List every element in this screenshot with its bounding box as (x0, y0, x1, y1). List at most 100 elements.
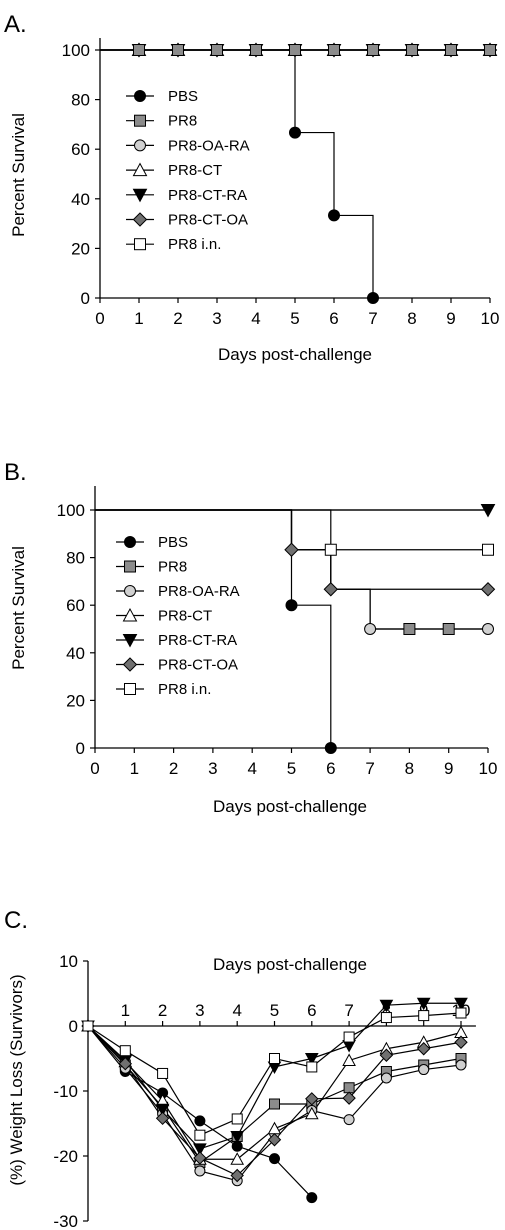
panel-b-legend-label-pr8-i-n: PR8 i.n. (158, 681, 211, 698)
panel-a-x-tick-label: 1 (134, 309, 143, 328)
panel-b-y-tick-label: 0 (76, 739, 85, 758)
panel-c-point-pr8-i-n (82, 1020, 94, 1032)
panel-c-point-pr8-ct-oa (379, 1048, 394, 1062)
panel-b-legend-label-pr8-oa-ra: PR8-OA-RA (158, 583, 240, 600)
panel-b-x-tick-label: 0 (90, 759, 99, 778)
panel-c-point-pr8-ct-ra (230, 1131, 245, 1144)
panel-c-point-pr8-ct-oa (230, 1168, 244, 1183)
panel-b-point-pr8-i-n (324, 543, 337, 556)
panel-b-point-pr8-i-n (482, 543, 494, 556)
panel-a-legend-marker-pbs (134, 90, 146, 102)
panel-b-legend-label-pbs: PBS (158, 534, 188, 551)
panel-c-point-pr8-oa-ra (455, 1059, 467, 1071)
panel-c-point-pr8-ct-oa (155, 1111, 170, 1126)
panel-c-x-tick-label: 6 (307, 1001, 316, 1020)
panel-a-legend-marker-pr8-i-n (134, 238, 146, 251)
panel-c-point-pr8-ct (230, 1152, 245, 1165)
panel-c-point-pr8-oa-ra (343, 1114, 355, 1126)
panel-a-letter: A. (4, 11, 27, 38)
panel-c-point-pr8-ct-oa (118, 1056, 133, 1071)
panel-b-legend-label-pr8-ct-ra: PR8-CT-RA (158, 632, 237, 649)
panel-b-x-tick-label: 6 (326, 759, 335, 778)
panel-a-point-pr8 (484, 44, 496, 56)
panel-b-x-tick-label: 7 (365, 759, 374, 778)
panel-c-y-tick-label: 0 (69, 1017, 78, 1036)
panel-a-point-pr8 (367, 44, 379, 56)
panel-a-x-tick-label: 8 (407, 309, 416, 328)
panel-c-point-pr8-oa-ra (194, 1165, 206, 1177)
panel-b-x-tick-label: 10 (479, 759, 498, 778)
panel-b-point-pr8 (442, 623, 455, 635)
panel-b-legend-marker-pr8-ct-oa (122, 657, 138, 672)
panel-b-legend-marker-pr8-i-n (124, 683, 136, 695)
panel-c-point-pr8-ct-oa (305, 1092, 319, 1106)
panel-c-point-pr8-i-n (269, 1053, 280, 1064)
panel-b-legend-label-pr8-ct: PR8-CT (158, 608, 212, 625)
panel-b-legend-label-pr8-ct-oa: PR8-CT-OA (158, 657, 238, 674)
panel-b-x-tick-label: 4 (247, 759, 256, 778)
panel-c-point-pr8-i-n (455, 1007, 467, 1019)
panel-c-point-pr8-oa-ra (380, 1072, 392, 1084)
panel-b-y-tick-label: 20 (66, 691, 85, 710)
panel-a-legend-marker-pr8 (134, 114, 146, 127)
panel-a-point-pbs (328, 209, 340, 222)
panel-c-point-pr8-ct (342, 1053, 356, 1066)
panel-a-ylabel: Percent Survival (9, 113, 28, 237)
panel-c-point-pr8-ct-oa (416, 1042, 431, 1056)
panel-c-point-pr8-ct-oa (342, 1091, 356, 1105)
panel-a-xlabel: Days post-challenge (218, 345, 372, 364)
panel-c-point-pr8-ct-ra (454, 997, 468, 1011)
panel-a-legend-marker-pr8-oa-ra (134, 139, 146, 152)
panel-b-y-tick-label: 100 (57, 501, 85, 520)
panel-b-x-tick-label: 1 (130, 759, 139, 778)
panel-a-x-tick-label: 0 (95, 309, 104, 328)
panel-c-point-pbs (194, 1115, 206, 1127)
panel-a-legend-marker-pr8-ct (132, 162, 148, 177)
panel-a-legend-marker-pr8-ct-oa (132, 212, 148, 227)
panel-b-plot: 0 1 2 3 4 5 6 7 8 9 10020406080100PBSPR8PR8-OA-RAP… (57, 486, 498, 778)
panel-b-point-pr8-ct-oa (480, 582, 496, 597)
panel-c-x-tick-label: 5 (270, 1001, 279, 1020)
panel-a-y-tick-label: 80 (71, 91, 90, 110)
panel-a-x-tick-label: 7 (368, 309, 377, 328)
panel-c-point-pr8-i-n (306, 1061, 318, 1073)
panel-c-point-pr8-ct-ra (304, 1053, 319, 1066)
panel-a-legend-marker-pr8-ct-ra (132, 188, 148, 203)
panel-b-y-tick-label: 60 (66, 596, 85, 615)
panel-b-point-pr8-ct-oa (323, 582, 339, 597)
panel-b-legend-marker-pr8-oa-ra (124, 585, 136, 597)
panel-a-y-tick-label: 60 (71, 140, 90, 159)
panel-c-y-tick-label: -20 (53, 1147, 78, 1166)
panel-c-point-pr8-oa-ra (418, 1064, 430, 1076)
panel-a-y-tick-label: 100 (62, 41, 90, 60)
panel-b-legend-label-pr8: PR8 (158, 559, 187, 576)
panel-c-point-pbs (306, 1192, 318, 1204)
panel-a-point-pr8 (445, 44, 457, 56)
panel-a-legend-label-pr8-oa-ra: PR8-OA-RA (168, 137, 250, 154)
panel-c-point-pr8-ct-oa (454, 1035, 468, 1049)
panel-b-point-pbs (324, 742, 337, 754)
panel-a-y-tick-label: 20 (71, 239, 90, 258)
panel-c-point-pr8-i-n (157, 1067, 169, 1079)
panel-c-point-pr8-i-n (231, 1113, 243, 1125)
panel-a-x-tick-label: 2 (173, 309, 182, 328)
panel-c-point-pr8-ct (267, 1121, 282, 1135)
panel-c-x-tick-label: 2 (158, 1001, 167, 1020)
panel-a-x-tick-label: 6 (329, 309, 338, 328)
panel-c-x-tick-label: 4 (232, 1001, 241, 1020)
panel-a-point-pr8 (211, 44, 223, 56)
panel-a-legend-label-pbs: PBS (168, 88, 198, 105)
panel-c-point-pr8-i-n (418, 1010, 430, 1022)
panel-a-point-pr8 (328, 44, 340, 56)
panel-c-y-tick-label: 10 (59, 952, 78, 971)
panel-b-point-pr8-oa-ra (364, 623, 377, 635)
panel-a-legend-label-pr8: PR8 (168, 113, 197, 130)
panel-b-y-tick-label: 80 (66, 549, 85, 568)
panel-c-point-pr8-ct-ra (193, 1143, 207, 1156)
panel-b-point-pbs (285, 599, 298, 612)
panel-c-x-tick-label: 1 (121, 1001, 130, 1020)
panel-a-x-tick-label: 9 (446, 309, 455, 328)
panel-c-plot: 100-10-20-3012345678910 (53, 952, 476, 1230)
panel-c-y-tick-label: -30 (53, 1212, 78, 1230)
panel-b-legend-marker-pbs (124, 536, 136, 548)
